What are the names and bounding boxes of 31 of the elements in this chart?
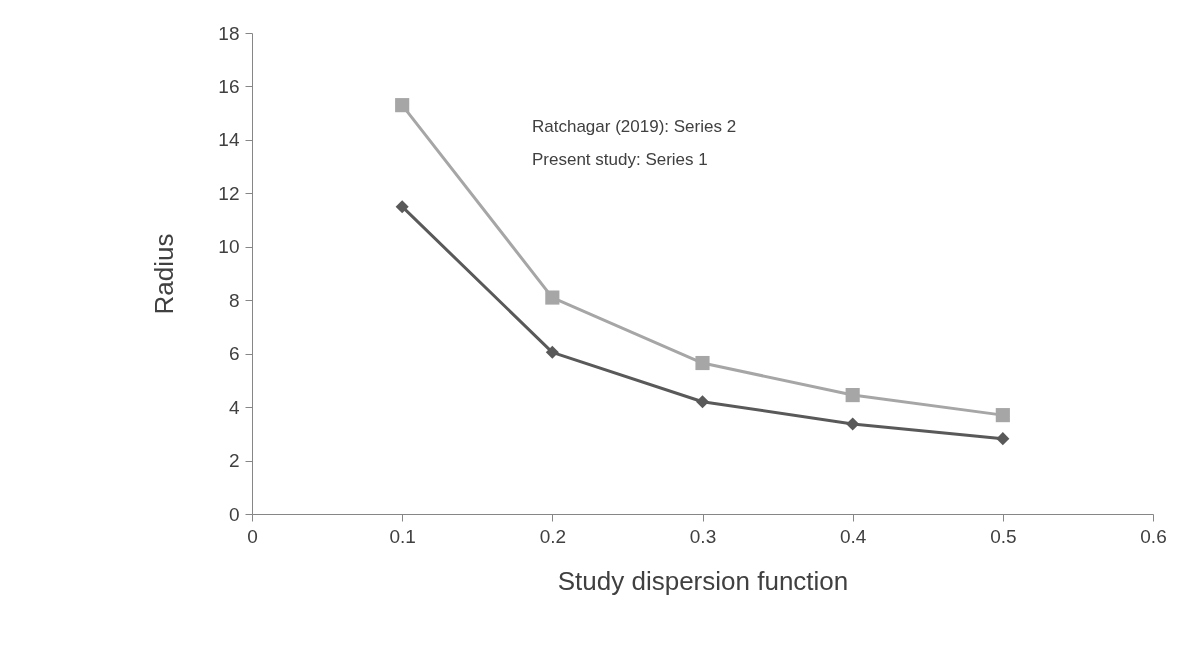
x-tick-label: 0.2 (539, 525, 567, 547)
x-tick-label: 0.1 (389, 525, 416, 547)
x-tick-label: 0 (247, 525, 258, 547)
point (545, 290, 560, 305)
y-tick-label: 18 (218, 22, 240, 44)
point (846, 417, 860, 431)
point (395, 98, 410, 113)
y-tick-label: 14 (218, 129, 240, 151)
point (545, 345, 559, 359)
point (995, 408, 1010, 423)
y-tick-label: 0 (228, 503, 240, 525)
y-tick-label: 16 (218, 75, 240, 97)
x-axis-title: Study dispersion function (557, 565, 849, 596)
point (695, 355, 710, 371)
x-tick-label: 0.3 (689, 525, 717, 547)
y-tick-label: 10 (218, 236, 240, 258)
x-tick-label: 0.6 (1140, 525, 1167, 547)
y-tick-label: 6 (228, 343, 240, 365)
x-tick-label: 0.4 (839, 525, 867, 547)
y-tick-label: 12 (218, 182, 240, 204)
point (695, 395, 710, 409)
point (845, 388, 860, 403)
x-tick-label: 0.5 (990, 525, 1017, 547)
point (395, 200, 409, 214)
y-tick-label: 4 (228, 396, 240, 418)
y-tick-label: 2 (228, 450, 240, 472)
y-axis-title: Radius (149, 233, 180, 315)
y-tick-label: 8 (228, 289, 240, 311)
annotation: Present study: Series 1 (532, 150, 708, 169)
annotation: Ratchagar (2019): Series 2 (532, 117, 737, 136)
point (996, 432, 1010, 446)
